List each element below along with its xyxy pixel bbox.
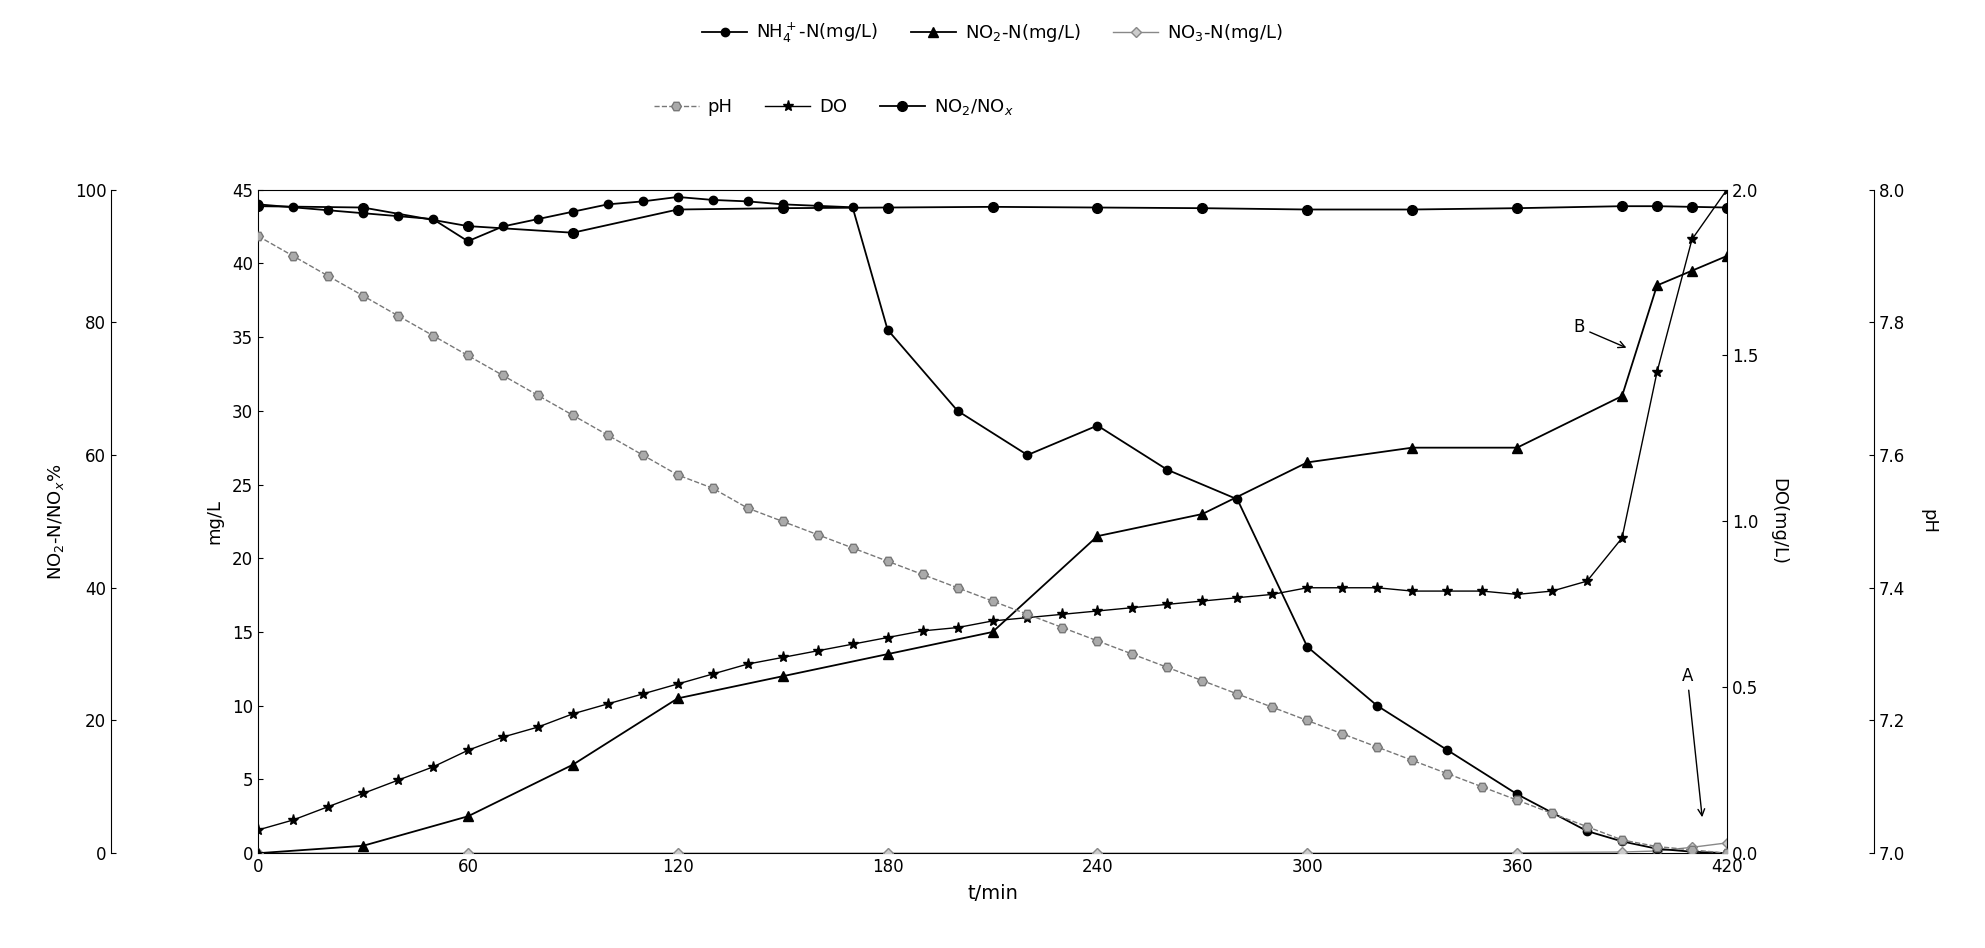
- X-axis label: t/min: t/min: [967, 884, 1018, 903]
- Y-axis label: NO$_2$-N/NO$_x$%: NO$_2$-N/NO$_x$%: [46, 464, 66, 579]
- Legend: pH, DO, NO$_2$/NO$_x$: pH, DO, NO$_2$/NO$_x$: [647, 90, 1020, 124]
- Text: A: A: [1681, 666, 1705, 815]
- Y-axis label: mg/L: mg/L: [206, 499, 224, 544]
- Y-axis label: DO(mg/L): DO(mg/L): [1769, 478, 1786, 565]
- Y-axis label: pH: pH: [1919, 509, 1937, 534]
- Text: B: B: [1572, 319, 1626, 348]
- Legend: NH$_4^+$-N(mg/L), NO$_2$-N(mg/L), NO$_3$-N(mg/L): NH$_4^+$-N(mg/L), NO$_2$-N(mg/L), NO$_3$…: [695, 14, 1290, 52]
